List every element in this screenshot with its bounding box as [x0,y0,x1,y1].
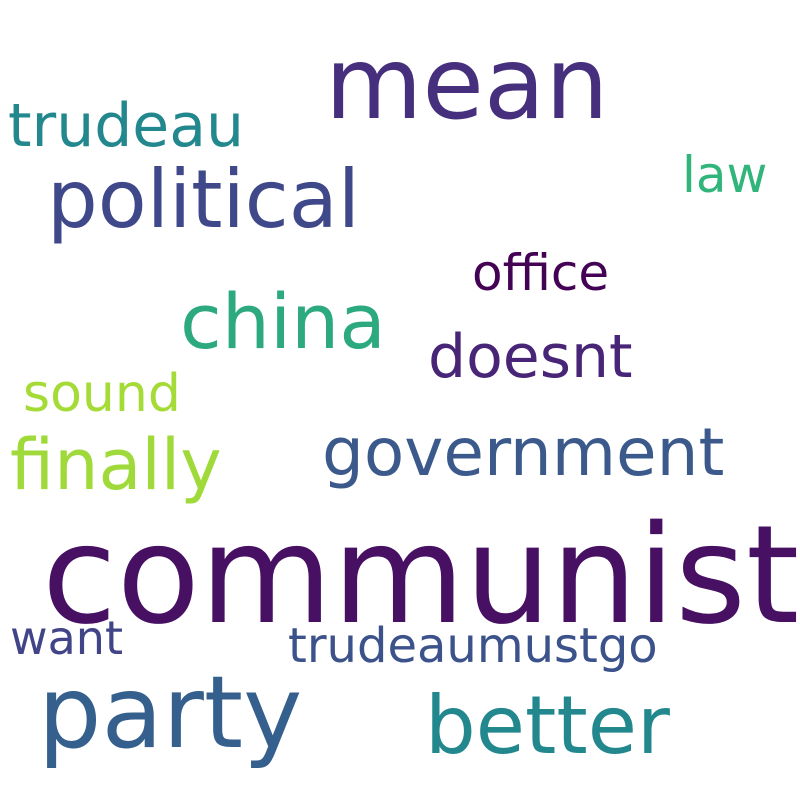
word-party: party [38,654,303,771]
word-better: better [425,679,670,772]
word-doesnt: doesnt [428,322,633,392]
word-political: political [47,153,361,246]
word-office: office [472,244,610,302]
word-mean: mean [325,25,609,142]
word-finally: finally [10,424,222,506]
word-trudeaumustgo: trudeaumustgo [288,618,658,674]
word-china: china [180,277,386,366]
word-law: law [682,146,768,204]
word-communist: communist [42,497,800,655]
word-trudeau: trudeau [8,91,245,161]
word-sound: sound [23,364,181,424]
word-want: want [10,611,124,665]
word-government: government [322,414,725,491]
